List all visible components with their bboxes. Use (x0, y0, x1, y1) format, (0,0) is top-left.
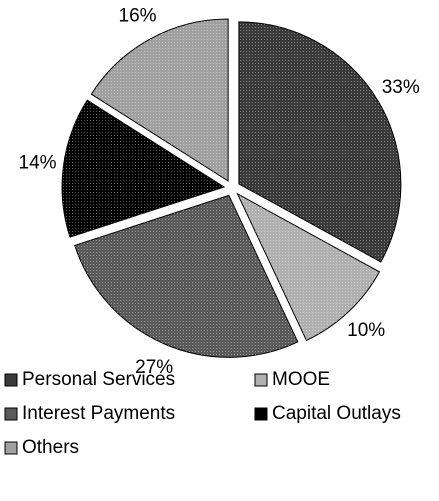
legend-marker (254, 407, 268, 421)
data-label: 33% (382, 77, 420, 98)
legend-label: Interest Payments (22, 403, 175, 424)
data-label: 16% (119, 5, 157, 26)
data-label: 27% (135, 357, 173, 378)
legend-marker (4, 373, 18, 387)
legend-label: Others (22, 437, 79, 458)
data-label: 14% (19, 152, 57, 173)
legend-label: Capital Outlays (272, 403, 401, 424)
legend-label: Personal Services (22, 369, 175, 390)
legend-label: MOOE (272, 369, 330, 390)
legend-marker (4, 441, 18, 455)
legend-marker (4, 407, 18, 421)
data-label: 10% (347, 320, 385, 341)
legend-marker (254, 373, 268, 387)
